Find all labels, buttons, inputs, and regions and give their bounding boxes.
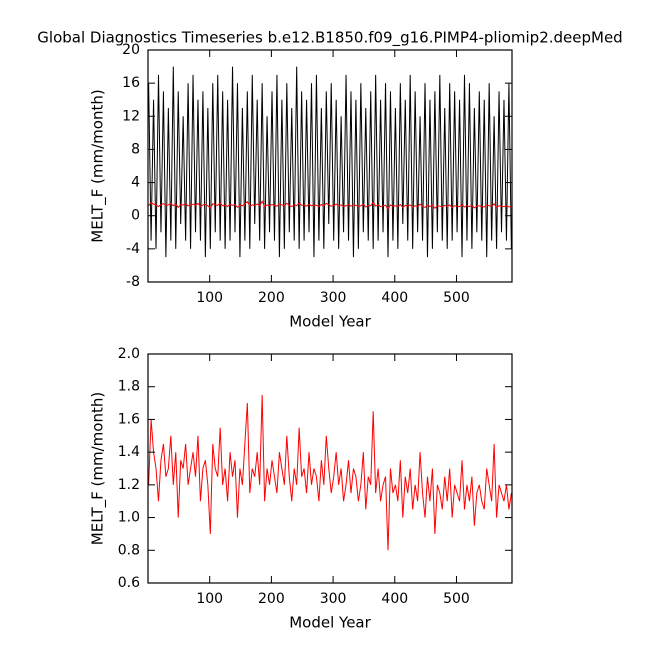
y-tick-label: 2.0 [118,346,140,362]
y-tick-label: 1.4 [118,444,140,460]
y-tick-label: 12 [122,108,140,124]
plot-frame [147,49,513,283]
y-tick-label: 0 [131,208,140,224]
x-axis-label: Model Year [289,313,371,331]
chart-title: Global Diagnostics Timeseries b.e12.B185… [37,29,622,48]
x-tick-label: 300 [320,290,347,306]
y-axis-label: MELT_F (mm/month) [89,392,108,545]
y-tick-label: 0.6 [118,575,140,591]
data-line [148,200,512,211]
x-tick-label: 100 [196,591,223,607]
y-tick-label: 1.8 [118,379,140,395]
y-tick-label: 1.6 [118,411,140,427]
data-line [148,66,512,258]
plot-frame [147,353,513,584]
x-axis-label: Model Year [289,614,371,632]
y-tick-label: 8 [131,141,140,157]
y-tick-label: 20 [122,42,140,58]
x-tick-label: 200 [258,591,285,607]
y-tick-label: 1.2 [118,477,140,493]
x-tick-label: 500 [443,290,470,306]
y-tick-label: -4 [126,241,140,257]
y-tick-label: 16 [122,75,140,91]
x-tick-label: 300 [320,591,347,607]
x-tick-label: 400 [381,290,408,306]
y-tick-label: -8 [126,274,140,290]
x-tick-label: 100 [196,290,223,306]
x-tick-label: 200 [258,290,285,306]
x-tick-label: 400 [381,591,408,607]
y-tick-label: 4 [131,175,140,191]
y-axis-label: MELT_F (mm/month) [89,89,108,242]
x-tick-label: 500 [443,591,470,607]
y-tick-label: 0.8 [118,542,140,558]
data-line [148,394,512,551]
y-tick-label: 1.0 [118,510,140,526]
